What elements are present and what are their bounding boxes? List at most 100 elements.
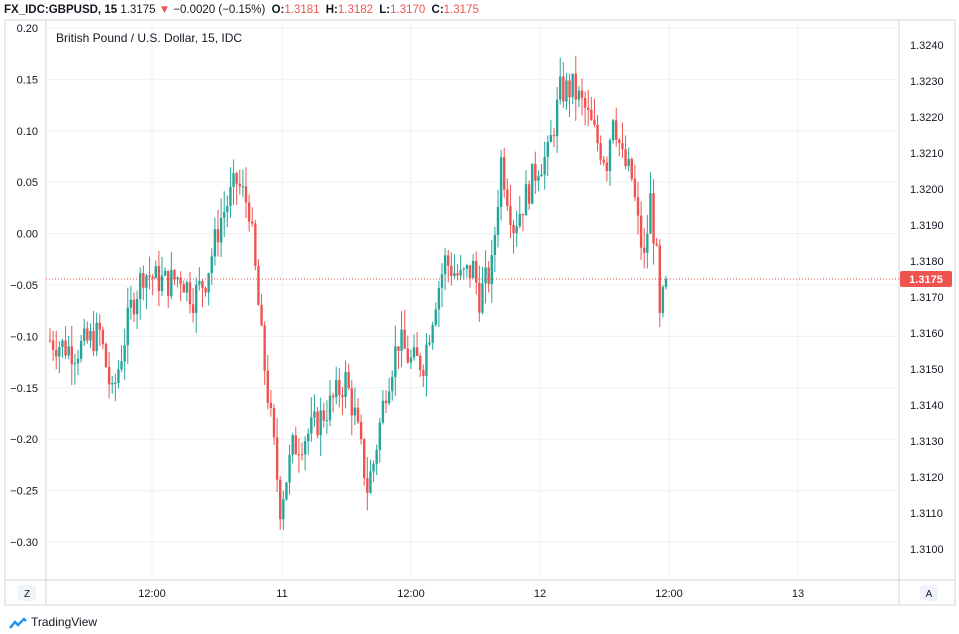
time-tick-label: 12:00 xyxy=(655,588,683,600)
time-axis: 12:00 11 12:00 12 12:00 13 xyxy=(138,588,804,600)
right-tick-label: 1.3230 xyxy=(910,76,944,88)
candle-body xyxy=(475,260,478,283)
candle-body xyxy=(643,247,646,253)
candle-body xyxy=(571,73,574,98)
candle-body xyxy=(646,233,649,253)
candle-body xyxy=(107,367,111,385)
candle-body xyxy=(195,284,198,313)
right-tick-label: 1.3130 xyxy=(910,436,944,448)
candle-body xyxy=(313,411,316,418)
candle-body xyxy=(244,186,248,203)
auto-scale-right-button[interactable] xyxy=(920,585,938,601)
candle-body xyxy=(344,371,347,398)
left-tick-label: −0.10 xyxy=(10,331,38,343)
candlestick-series xyxy=(48,55,668,531)
symbol-name[interactable]: FX_IDC:GBPUSD, 15 xyxy=(4,4,118,16)
candle-body xyxy=(437,287,441,310)
candle-body xyxy=(219,217,223,243)
candle-body xyxy=(447,255,450,266)
candle-body xyxy=(431,324,434,343)
candle-body xyxy=(512,224,515,234)
candle-body xyxy=(297,454,301,456)
left-tick-label: 0.10 xyxy=(17,126,38,138)
candle-body xyxy=(450,265,453,277)
left-tick-label: −0.15 xyxy=(10,383,38,395)
candle-body xyxy=(633,178,637,198)
candle-body xyxy=(493,234,497,256)
right-axis: 1.3240 1.3230 1.3220 1.3210 1.3200 1.3190 1.31… xyxy=(910,40,944,556)
candle-body xyxy=(375,449,378,464)
candle-body xyxy=(160,275,164,292)
candle-body xyxy=(266,370,269,403)
candle-body xyxy=(55,349,58,357)
candle-body xyxy=(369,471,372,493)
candle-body xyxy=(70,346,73,365)
auto-scale-left-button[interactable] xyxy=(18,585,36,601)
right-tick-label: 1.3160 xyxy=(910,328,944,340)
candle-body xyxy=(114,382,117,384)
high-value: 1.3182 xyxy=(337,4,374,16)
candle-body xyxy=(269,402,273,408)
candle-body xyxy=(316,411,319,436)
candle-body xyxy=(456,273,459,276)
candle-body xyxy=(67,346,70,356)
left-tick-label: 0.15 xyxy=(17,74,38,86)
candle-body xyxy=(191,304,195,313)
candle-body xyxy=(179,277,182,285)
candle-body xyxy=(104,344,108,368)
tradingview-cloud-icon xyxy=(9,617,27,629)
left-tick-label: −0.30 xyxy=(10,537,38,549)
candle-body xyxy=(568,80,571,98)
candle-body xyxy=(257,266,260,306)
candle-body xyxy=(425,344,428,377)
candle-body xyxy=(587,107,590,110)
candle-body xyxy=(282,499,285,520)
candle-body xyxy=(353,407,357,416)
candle-body xyxy=(527,184,531,204)
candle-body xyxy=(593,119,596,125)
candle-body xyxy=(350,388,353,416)
candle-body xyxy=(378,422,381,450)
candle-body xyxy=(655,243,658,246)
candle-body xyxy=(201,280,204,289)
right-tick-label: 1.3140 xyxy=(910,400,944,412)
right-tick-label: 1.3200 xyxy=(910,184,944,196)
right-tick-label: 1.3120 xyxy=(910,472,944,484)
candle-body xyxy=(207,273,210,293)
candle-body xyxy=(79,340,83,359)
change-arrow-icon: ▼ xyxy=(158,4,171,16)
candle-body xyxy=(415,347,419,356)
tradingview-logo[interactable]: TradingView xyxy=(6,614,97,630)
candle-body xyxy=(120,361,123,370)
auto-scale-left-label: Z xyxy=(24,589,30,600)
right-tick-label: 1.3210 xyxy=(910,148,944,160)
candle-body xyxy=(291,435,294,455)
candle-body xyxy=(409,357,413,363)
candle-body xyxy=(83,328,86,341)
candle-body xyxy=(366,478,369,493)
last-price-text: 1.3175 xyxy=(120,4,156,16)
candle-body xyxy=(167,270,170,297)
right-tick-label: 1.3220 xyxy=(910,112,944,124)
candle-body xyxy=(216,229,220,243)
candle-body xyxy=(478,282,481,313)
candle-body xyxy=(565,80,568,102)
time-tick-label: 12 xyxy=(534,588,546,600)
candle-body xyxy=(546,142,549,157)
candle-body xyxy=(232,173,235,187)
change-text: −0.0020 (−0.15%) xyxy=(173,4,266,16)
candle-body xyxy=(129,299,133,308)
candle-body xyxy=(135,299,139,315)
candle-body xyxy=(574,73,577,100)
candle-body xyxy=(307,433,310,442)
candle-body xyxy=(580,90,584,98)
candle-body xyxy=(310,417,313,434)
left-axis: 0.20 0.15 0.10 0.05 0.00 −0.05 −0.10 −0.15 −0.20… xyxy=(10,23,38,549)
candle-body xyxy=(615,120,618,140)
candle-body xyxy=(319,410,322,436)
candle-body xyxy=(210,256,213,274)
candle-body xyxy=(537,176,540,181)
candle-body xyxy=(661,287,665,313)
candle-body xyxy=(279,479,282,520)
